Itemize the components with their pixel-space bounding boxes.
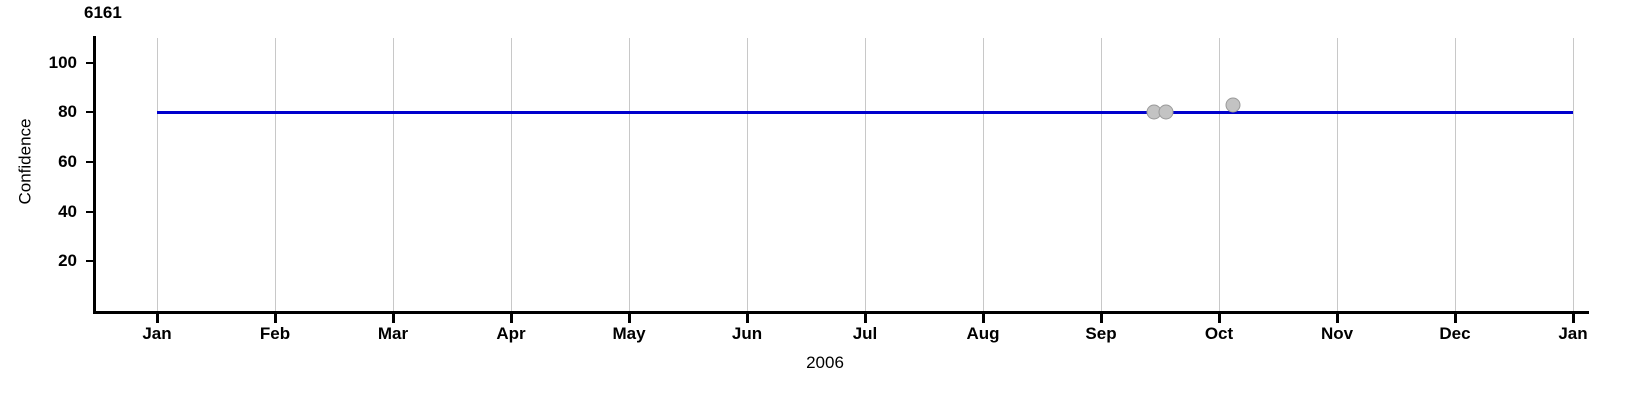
- x-tick-mark-12: [1571, 313, 1575, 323]
- x-tick-mark-8: [1099, 313, 1103, 323]
- y-tick-mark-80: [86, 111, 94, 114]
- x-tick-label-6: Jul: [852, 324, 878, 343]
- x-axis-line: [93, 311, 1589, 314]
- y-tick-mark-20: [86, 260, 94, 263]
- y-axis-title: Confidence: [15, 118, 35, 205]
- y-tick-label-20: 20: [58, 251, 77, 271]
- y-tick-mark-60: [86, 161, 94, 164]
- x-tick-mark-6: [863, 313, 867, 323]
- x-tick-mark-4: [627, 313, 631, 323]
- x-tick-label-9: Oct: [1204, 324, 1234, 343]
- x-tick-label-7: Aug: [966, 324, 1000, 343]
- x-tick-label-12: Jan: [1558, 324, 1588, 343]
- x-tick-mark-3: [509, 313, 513, 323]
- y-tick-label-80: 80: [58, 102, 77, 122]
- x-tick-label-10: Nov: [1320, 324, 1354, 343]
- x-tick-mark-1: [273, 313, 277, 323]
- x-tick-mark-9: [1217, 313, 1221, 323]
- y-axis-line: [93, 36, 96, 314]
- data-point[interactable]: [1225, 97, 1241, 113]
- x-tick-label-11: Dec: [1439, 324, 1471, 343]
- y-tick-label-60: 60: [58, 152, 77, 172]
- chart-title: 6161: [84, 3, 122, 22]
- gridline-nov-10: [1336, 38, 1338, 311]
- gridline-oct-9: [1218, 38, 1220, 311]
- x-tick-mark-5: [745, 313, 749, 323]
- gridline-jul-6: [864, 38, 866, 311]
- data-point[interactable]: [1158, 104, 1174, 120]
- x-axis-title: 2006: [806, 353, 844, 372]
- y-tick-mark-100: [86, 61, 94, 64]
- gridline-sep-8: [1100, 38, 1102, 311]
- threshold-line: [157, 110, 1573, 114]
- x-tick-label-5: Jun: [731, 324, 763, 343]
- x-tick-label-1: Feb: [259, 324, 291, 343]
- x-tick-mark-0: [155, 313, 159, 323]
- gridline-jan-0: [156, 38, 158, 311]
- x-tick-label-4: May: [612, 324, 646, 343]
- gridline-may-4: [628, 38, 630, 311]
- x-tick-mark-10: [1335, 313, 1339, 323]
- gridline-jun-5: [746, 38, 748, 311]
- x-tick-label-2: Mar: [377, 324, 409, 343]
- x-tick-mark-11: [1453, 313, 1457, 323]
- y-tick-label-100: 100: [48, 52, 77, 72]
- gridline-dec-11: [1454, 38, 1456, 311]
- gridline-mar-2: [392, 38, 394, 311]
- y-tick-label-40: 40: [58, 201, 77, 221]
- gridline-feb-1: [274, 38, 276, 311]
- gridline-jan-12: [1572, 38, 1574, 311]
- x-tick-label-0: Jan: [142, 324, 172, 343]
- x-tick-mark-2: [391, 313, 395, 323]
- gridline-aug-7: [982, 38, 984, 311]
- gridline-apr-3: [510, 38, 512, 311]
- x-tick-mark-7: [981, 313, 985, 323]
- y-tick-mark-40: [86, 210, 94, 213]
- x-tick-label-8: Sep: [1085, 324, 1117, 343]
- x-tick-label-3: Apr: [496, 324, 526, 343]
- plot-area: [96, 38, 1586, 312]
